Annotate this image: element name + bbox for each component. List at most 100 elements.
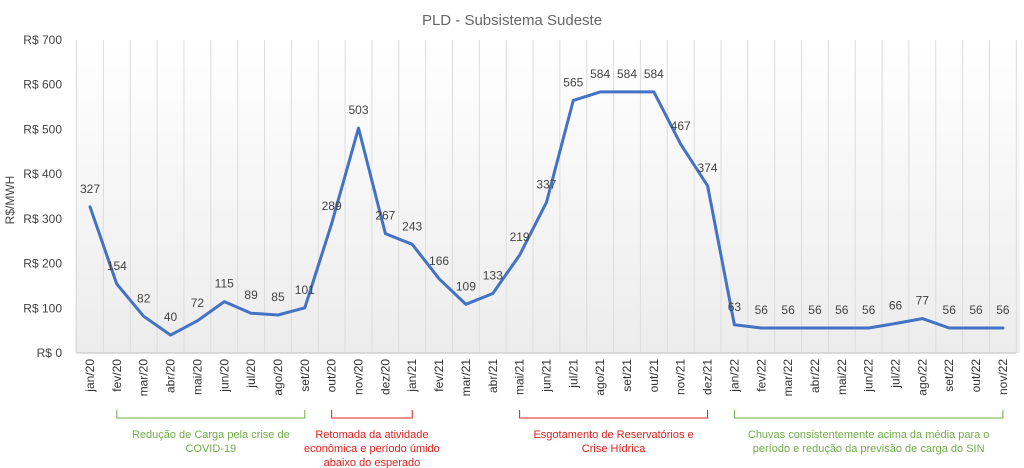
data-label: 89 [244,288,258,302]
data-label: 166 [429,254,449,268]
data-label: 56 [835,303,849,317]
data-label: 56 [808,303,822,317]
data-label: 584 [644,67,664,81]
data-label: 66 [889,298,903,312]
data-label: 77 [916,294,930,308]
y-tick-label: R$ 200 [23,257,62,271]
chart-title: PLD - Subsistema Sudeste [422,12,602,29]
annotation-text: Redução de Carga pela crise de [132,429,290,441]
x-tick-label: jan/20 [83,359,97,393]
annotation-text: período e redução da previsão de carga d… [753,443,985,455]
data-label: 63 [728,300,742,314]
y-axis-label: R$/MWH [3,176,17,225]
data-label: 82 [137,291,151,305]
x-tick-label: dez/21 [701,359,715,395]
x-axis-ticks: jan/20 fev/20 mar/20 abr/20 mai/20 jun/20 jul/… [83,359,1010,397]
data-label: 115 [215,277,234,291]
y-tick-label: R$ 600 [23,78,62,92]
x-tick-label: abr/21 [486,359,500,393]
x-tick-label: mai/20 [190,359,204,395]
annotations: Redução de Carga pela crise de COVID-19 Re… [116,410,1004,468]
data-label: 40 [164,310,178,324]
y-axis-ticks: R$ 0 R$ 100 R$ 200 R$ 300 R$ 400 R$ 500 R$ 600… [23,33,62,360]
data-label: 289 [322,199,342,213]
x-tick-label: ago/21 [593,359,607,396]
y-tick-label: R$ 700 [23,33,62,47]
annotation-text: Chuvas consistentemente acima da média p… [748,429,990,441]
data-label: 56 [969,303,983,317]
annotation-text: COVID-19 [185,443,236,455]
x-tick-label: jul/20 [244,359,258,389]
annotation-bracket [519,410,709,419]
annotation-text: Retomada da atividade [315,429,428,441]
data-label: 219 [510,230,530,244]
x-tick-label: jul/21 [566,359,580,389]
data-label: 101 [295,283,315,297]
series-line [88,90,1005,337]
x-tick-label: jan/21 [405,359,419,393]
y-tick-label: R$ 300 [23,212,62,226]
data-label: 109 [456,279,476,293]
annotation-text: Esgotamento de Reservatórios e [533,429,693,441]
x-tick-label: nov/20 [352,359,366,395]
data-label: 503 [348,103,368,117]
x-tick-label: jan/22 [727,359,741,393]
data-labels: 327 154 82 40 72 115 89 85 101 289 503 267 243 166 109… [80,67,1010,324]
data-label: 584 [590,67,610,81]
data-label: 584 [617,67,637,81]
annotation: Chuvas consistentemente acima da média p… [733,410,1004,455]
x-tick-label: set/22 [942,359,956,392]
data-label: 133 [483,269,503,283]
data-label: 374 [698,161,718,175]
annotation-text: abaixo do esperado [324,457,421,468]
data-label: 56 [781,303,795,317]
data-label: 467 [671,119,691,133]
x-tick-label: fev/20 [110,359,124,392]
annotation-bracket [116,410,306,419]
x-tick-label: nov/22 [996,359,1010,395]
data-label: 56 [862,303,876,317]
y-tick-label: R$ 400 [23,167,62,181]
x-tick-label: jun/22 [862,359,876,393]
x-tick-label: dez/20 [378,359,392,395]
x-tick-label: jun/20 [217,359,231,393]
x-tick-label: fev/21 [432,359,446,392]
data-label: 72 [191,296,205,310]
data-series [88,90,1005,337]
annotation-text: Crise Hídrica [582,443,646,455]
x-tick-label: out/22 [969,359,983,393]
x-tick-label: mar/21 [459,359,473,397]
y-tick-label: R$ 0 [37,346,63,360]
data-label: 327 [80,182,100,196]
x-tick-label: set/20 [298,359,312,392]
x-tick-label: out/20 [325,359,339,393]
annotation: Retomada da atividade econômica e período… [304,410,440,468]
y-tick-label: R$ 500 [23,122,62,136]
annotation-bracket [331,410,413,419]
y-tick-label: R$ 100 [23,301,62,315]
data-label: 85 [271,290,285,304]
data-label: 154 [107,259,127,273]
annotation-bracket [733,410,1004,419]
x-tick-label: abr/22 [808,359,822,393]
x-tick-label: fev/22 [754,359,768,392]
x-tick-label: mai/22 [835,359,849,395]
x-tick-label: nov/21 [674,359,688,395]
data-label: 565 [563,75,583,89]
data-label: 337 [536,177,556,191]
data-label: 56 [755,303,769,317]
annotation: Esgotamento de Reservatórios e Crise Hídr… [519,410,709,455]
data-label: 243 [402,219,422,233]
x-tick-label: ago/22 [915,359,929,396]
annotation-text: econômica e período úmido [304,443,440,455]
data-label: 267 [375,209,395,223]
x-tick-label: jul/22 [889,359,903,389]
x-tick-label: abr/20 [164,359,178,393]
x-tick-label: set/21 [620,359,634,392]
x-tick-label: ago/20 [271,359,285,396]
data-label: 56 [943,303,957,317]
x-tick-label: mar/20 [137,359,151,397]
data-label: 56 [996,303,1010,317]
